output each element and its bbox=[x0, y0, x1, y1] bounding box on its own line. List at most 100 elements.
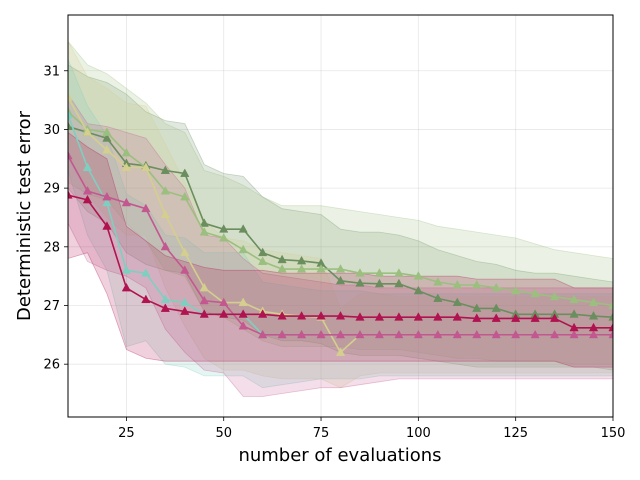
series-light-green-point bbox=[277, 264, 287, 273]
series-light-green-point bbox=[588, 297, 599, 307]
series-pink-point bbox=[452, 329, 462, 339]
series-khaki-point bbox=[102, 144, 112, 154]
series-crimson-point bbox=[355, 312, 365, 321]
x-tick-label: 100 bbox=[406, 426, 431, 441]
series-light-green-point bbox=[530, 288, 540, 298]
y-tick-label: 29 bbox=[43, 182, 60, 197]
series-light-green-point bbox=[511, 285, 521, 295]
series-crimson-point bbox=[374, 312, 385, 321]
series-pink-point bbox=[277, 329, 287, 339]
series-pink-point bbox=[180, 265, 190, 274]
series-dark-green-point bbox=[277, 254, 287, 264]
series-pink-point bbox=[141, 203, 151, 213]
series-pink-point bbox=[374, 329, 385, 339]
series-teal-point bbox=[160, 294, 170, 304]
series-dark-green-point bbox=[238, 224, 248, 233]
series-crimson-point bbox=[569, 322, 579, 332]
series-khaki-point bbox=[82, 127, 93, 136]
series-crimson-point bbox=[491, 313, 501, 322]
series-dark-green-point bbox=[413, 285, 423, 295]
series-khaki-point bbox=[121, 162, 132, 172]
series-dark-green-point bbox=[394, 278, 404, 288]
series-light-green-point bbox=[199, 227, 209, 236]
series-crimson-point bbox=[316, 311, 326, 320]
series-light-green-point bbox=[569, 294, 579, 304]
x-tick-label: 25 bbox=[118, 426, 135, 441]
series-light-green-point bbox=[258, 256, 268, 265]
series-pink-point bbox=[238, 321, 248, 330]
series-light-green-point bbox=[180, 191, 190, 201]
series-pink-point bbox=[394, 329, 404, 339]
x-axis-label: number of evaluations bbox=[238, 445, 441, 466]
series-pink-point bbox=[569, 329, 579, 339]
y-tick-label: 28 bbox=[43, 240, 60, 255]
series-crimson-point bbox=[199, 309, 209, 318]
series-crimson-point bbox=[472, 313, 482, 322]
series-teal-point bbox=[180, 297, 190, 307]
series-crimson-point bbox=[452, 312, 462, 321]
series-pink-point bbox=[511, 329, 521, 339]
series-crimson-point bbox=[258, 309, 268, 318]
series-crimson-point bbox=[68, 190, 73, 199]
series-pink-point bbox=[258, 329, 268, 339]
plot-frame bbox=[67, 14, 614, 418]
series-pink-point bbox=[102, 191, 112, 201]
series-pink-point bbox=[491, 329, 501, 339]
series-light-green-point bbox=[335, 264, 346, 273]
series-teal-point bbox=[102, 197, 112, 207]
series-crimson-point bbox=[180, 306, 190, 315]
series-light-green-point bbox=[433, 276, 443, 286]
series-dark-green-point bbox=[472, 303, 482, 312]
series-khaki-point bbox=[68, 92, 73, 101]
series-khaki-point bbox=[160, 209, 170, 218]
series-crimson-point bbox=[433, 312, 443, 321]
series-pink-point bbox=[160, 241, 170, 251]
series-crimson-point bbox=[121, 282, 132, 292]
series-crimson-point bbox=[238, 309, 248, 318]
series-crimson-point bbox=[335, 311, 346, 320]
series-light-green-point bbox=[394, 268, 404, 277]
series-dark-green-point bbox=[160, 165, 170, 174]
y-tick-label: 30 bbox=[43, 123, 60, 138]
series-crimson-point bbox=[413, 312, 423, 321]
series-light-green-point bbox=[355, 268, 365, 277]
axis-ticks: 25 50 75 100 125 150 26 27 28 29 30 31 bbox=[43, 64, 625, 441]
series-crimson-point bbox=[530, 313, 540, 322]
series-teal-point bbox=[82, 162, 93, 172]
series-pink-point bbox=[433, 329, 443, 339]
series-khaki-point bbox=[141, 162, 151, 172]
series-dark-green-point bbox=[102, 133, 112, 142]
series-light-green-point bbox=[296, 264, 307, 273]
series-pink-point bbox=[68, 150, 73, 160]
series-khaki-point bbox=[180, 247, 190, 257]
series-light-green-point bbox=[374, 268, 385, 277]
series-crimson-point bbox=[549, 313, 560, 322]
series-dark-green-point bbox=[199, 218, 209, 227]
series-dark-green-point bbox=[180, 168, 190, 177]
series-pink-point bbox=[82, 186, 93, 195]
series-khaki-point bbox=[199, 282, 209, 292]
series-pink-point bbox=[588, 329, 599, 339]
series-pink-point bbox=[199, 295, 209, 305]
series-crimson-point bbox=[588, 322, 599, 332]
series-light-green-point bbox=[102, 127, 112, 136]
series-dark-green-point bbox=[608, 312, 613, 321]
series-dark-green-point bbox=[355, 278, 365, 287]
series-light-green-point bbox=[549, 291, 560, 301]
series-crimson-point bbox=[102, 221, 112, 230]
series-light-green-point bbox=[316, 264, 326, 273]
series-pink-point bbox=[121, 197, 132, 207]
series-pink-point bbox=[355, 329, 365, 339]
series-crimson-point bbox=[82, 194, 93, 204]
series-teal-point bbox=[121, 265, 132, 274]
plot-area bbox=[68, 40, 613, 397]
series-dark-green-point bbox=[68, 121, 73, 130]
series-khaki-point bbox=[238, 297, 248, 307]
series-light-green-point bbox=[238, 244, 248, 254]
series-light-green-point bbox=[413, 271, 423, 280]
series-crimson-point bbox=[277, 311, 287, 320]
series-pink-point bbox=[549, 329, 560, 339]
series-dark-green-point bbox=[588, 311, 599, 320]
